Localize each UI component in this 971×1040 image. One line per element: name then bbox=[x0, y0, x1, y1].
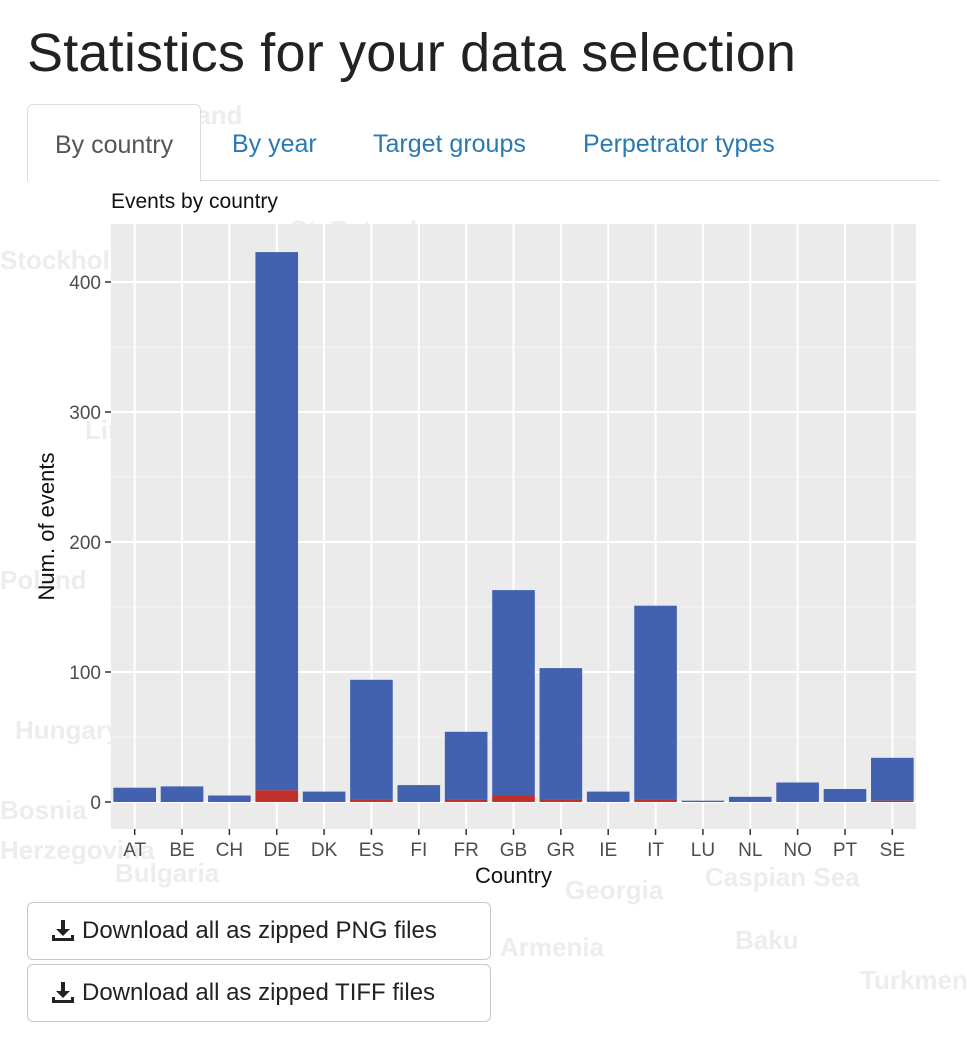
x-tick-label: FR bbox=[453, 840, 478, 861]
bar-BE bbox=[160, 786, 204, 802]
y-tick-label: 200 bbox=[69, 533, 101, 554]
y-tick-label: 100 bbox=[69, 663, 101, 684]
bar-PT bbox=[823, 789, 867, 802]
bar-fatal-SE bbox=[871, 800, 914, 802]
bar-ES bbox=[350, 679, 393, 800]
map-label: Herzegovina bbox=[0, 835, 155, 865]
map-label: Georgia bbox=[565, 875, 664, 905]
map-label: Poland bbox=[0, 565, 87, 595]
x-tick-label: GB bbox=[500, 840, 527, 861]
page-title: Statistics for your data selection bbox=[27, 23, 797, 83]
map-label: Caspian Sea bbox=[705, 862, 860, 892]
x-tick-label: IT bbox=[647, 840, 664, 861]
x-tick-label: LU bbox=[691, 840, 715, 861]
map-label: Armenia bbox=[500, 932, 605, 962]
bar-GB bbox=[492, 590, 535, 796]
bar-FI bbox=[397, 785, 441, 802]
x-tick-label: DK bbox=[311, 840, 338, 861]
download-icon bbox=[52, 920, 74, 941]
bar-NO bbox=[776, 782, 819, 802]
bar-fatal-GR bbox=[539, 799, 583, 802]
chart-title: Events by country bbox=[111, 190, 278, 213]
bar-IT bbox=[634, 605, 677, 800]
map-label: Hungary bbox=[15, 715, 121, 745]
x-tick-label: NL bbox=[738, 840, 762, 861]
bar-IE bbox=[586, 791, 630, 802]
tab-perpetrator-types[interactable]: Perpetrator types bbox=[583, 130, 775, 158]
bar-AT bbox=[113, 787, 156, 802]
x-tick-label: IE bbox=[599, 840, 617, 861]
download-tiff-button[interactable]: Download all as zipped TIFF files bbox=[27, 964, 491, 1022]
bar-DK bbox=[302, 791, 346, 802]
y-tick-label: 0 bbox=[90, 793, 101, 814]
x-tick-label: PT bbox=[833, 840, 858, 861]
bar-CH bbox=[208, 795, 251, 802]
x-axis-title: Country bbox=[475, 863, 552, 888]
map-label: Bosnia bbox=[0, 795, 87, 825]
download-png-label: Download all as zipped PNG files bbox=[82, 917, 437, 944]
map-label: Stockholm bbox=[0, 245, 133, 275]
bar-fatal-ES bbox=[350, 799, 393, 802]
x-tick-label: NO bbox=[783, 840, 812, 861]
bar-SE bbox=[871, 757, 914, 801]
bar-GR bbox=[539, 668, 583, 800]
bar-FR bbox=[444, 731, 488, 800]
map-label: Turkmen bbox=[860, 965, 968, 995]
events-by-country-chart: Events by country 0 100 200 300 400 AT BE CH DE DK… bbox=[34, 190, 916, 888]
x-tick-label: SE bbox=[880, 840, 905, 861]
x-tick-label: ES bbox=[359, 840, 384, 861]
tab-bar: By country By year Target groups Perpetr… bbox=[27, 104, 940, 182]
bar-DE bbox=[255, 252, 299, 791]
x-tick-label: CH bbox=[216, 840, 243, 861]
y-axis-title: Num. of events bbox=[34, 453, 59, 601]
x-tick-label: GR bbox=[547, 840, 576, 861]
x-tick-label: FI bbox=[410, 840, 427, 861]
download-tiff-label: Download all as zipped TIFF files bbox=[82, 979, 436, 1006]
download-png-button[interactable]: Download all as zipped PNG files bbox=[27, 902, 491, 960]
bar-fatal-IT bbox=[634, 799, 677, 802]
bar-LU bbox=[681, 800, 725, 802]
tab-by-year[interactable]: By year bbox=[232, 130, 317, 158]
y-tick-label: 400 bbox=[69, 273, 101, 294]
map-label: Bulgaria bbox=[115, 858, 220, 888]
bar-fatal-GB bbox=[492, 795, 535, 802]
bar-fatal-FR bbox=[444, 799, 488, 802]
download-icon bbox=[52, 982, 74, 1003]
tab-target-groups[interactable]: Target groups bbox=[373, 130, 526, 158]
chart-container: Events by country 0 100 200 300 400 AT BE CH DE DK… bbox=[0, 184, 971, 894]
x-tick-label: AT bbox=[123, 840, 146, 861]
x-tick-label: BE bbox=[169, 840, 194, 861]
map-label: Baku bbox=[735, 925, 799, 955]
x-tick-label: DE bbox=[264, 840, 290, 861]
tab-by-country[interactable]: By country bbox=[27, 104, 202, 182]
bar-NL bbox=[728, 796, 772, 802]
y-tick-label: 300 bbox=[69, 403, 101, 424]
bar-fatal-DE bbox=[255, 790, 299, 802]
